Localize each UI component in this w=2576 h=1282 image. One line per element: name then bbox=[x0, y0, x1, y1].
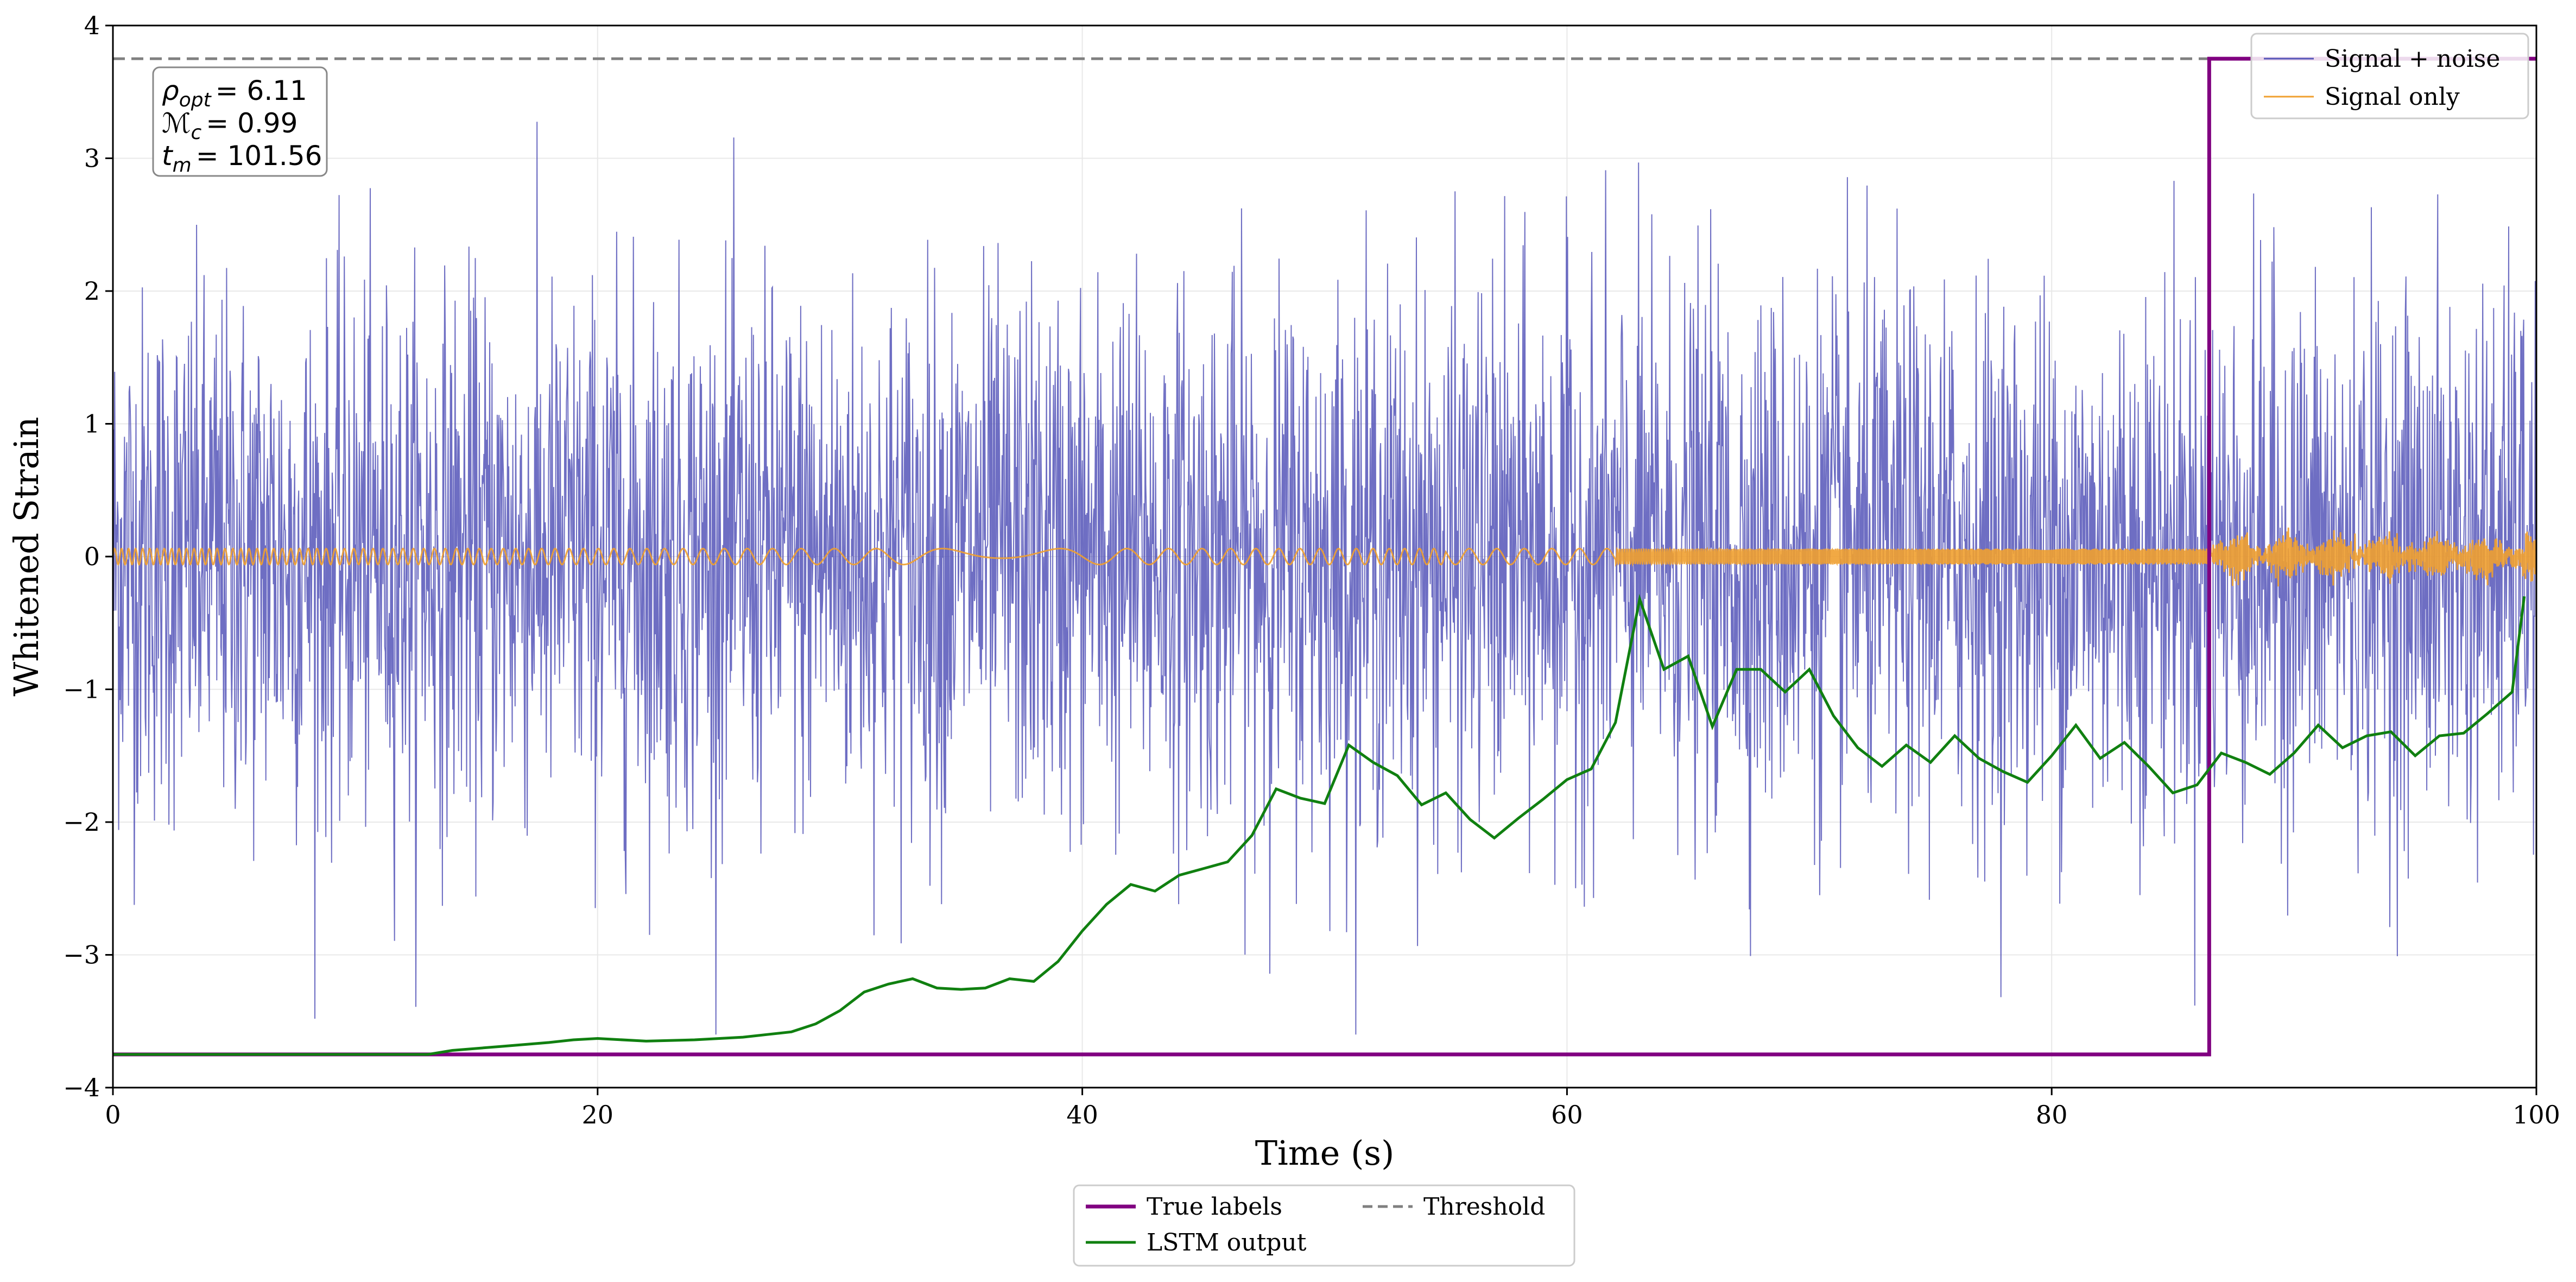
y-tick-label: 0 bbox=[84, 542, 100, 571]
legend-entry-label: Signal + noise bbox=[2325, 45, 2500, 73]
y-tick-label: 3 bbox=[84, 144, 100, 173]
annotation-line: ℳc = 0.99 bbox=[162, 108, 298, 144]
y-tick-label: −3 bbox=[63, 940, 100, 970]
series-signal-only bbox=[112, 527, 2537, 587]
y-tick-label: 4 bbox=[84, 11, 100, 40]
legend-entry-label: True labels bbox=[1147, 1193, 1282, 1221]
y-tick-label: 1 bbox=[84, 409, 100, 439]
x-tick-label: 0 bbox=[105, 1100, 121, 1129]
legend-entry-label: Threshold bbox=[1423, 1193, 1545, 1221]
axes-ticks: 0 20 40 60 80 100 −4 −3 −2 −1 0 1 2 3 4 bbox=[63, 11, 2560, 1129]
x-axis-label: Time (s) bbox=[1255, 1133, 1395, 1173]
y-tick-label: −1 bbox=[63, 675, 100, 704]
x-tick-label: 80 bbox=[2036, 1100, 2068, 1129]
legend-upper-frame bbox=[2250, 33, 2529, 119]
y-axis-label: Whitened Strain bbox=[7, 417, 46, 697]
x-tick-label: 40 bbox=[1066, 1100, 1098, 1129]
annotation-line: tm = 101.56 bbox=[162, 140, 322, 176]
legend-entry-label: Signal only bbox=[2325, 83, 2460, 111]
legend-entry-label: LSTM output bbox=[1147, 1229, 1307, 1256]
legend-upper: Signal + noise Signal only bbox=[2250, 33, 2529, 119]
signal-only-line bbox=[112, 527, 2537, 587]
legend-lower-frame bbox=[1073, 1184, 1575, 1267]
x-tick-label: 20 bbox=[582, 1100, 614, 1129]
legend-lower: True labels Threshold LSTM output bbox=[1073, 1184, 1575, 1267]
y-tick-label: 2 bbox=[84, 276, 100, 306]
annotation-frame bbox=[152, 66, 328, 177]
series-lstm-output bbox=[113, 593, 2526, 1056]
x-tick-label: 60 bbox=[1551, 1100, 1583, 1129]
y-tick-label: −2 bbox=[63, 807, 100, 837]
x-tick-label: 100 bbox=[2512, 1100, 2560, 1129]
lstm-output-line bbox=[113, 593, 2526, 1056]
annotation-line: ρopt = 6.11 bbox=[162, 75, 307, 111]
y-tick-label: −4 bbox=[63, 1073, 100, 1102]
